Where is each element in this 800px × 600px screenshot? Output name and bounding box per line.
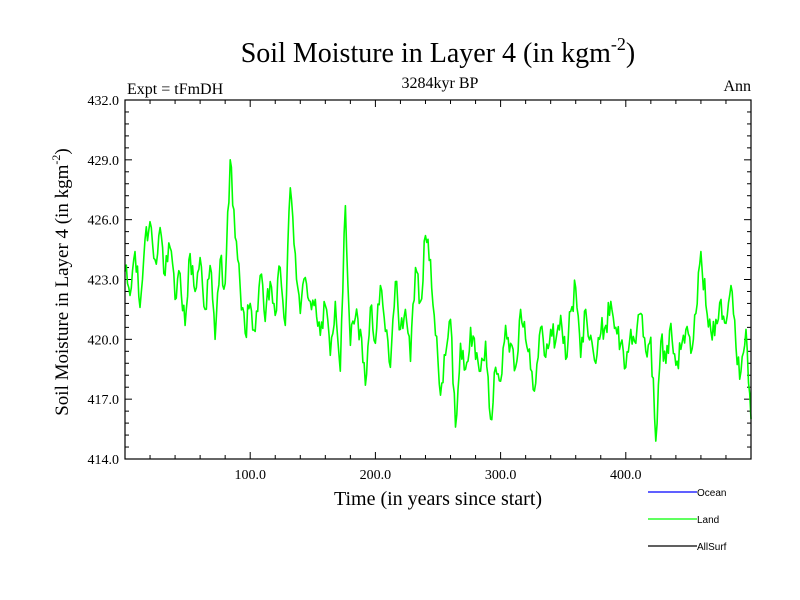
chart-title-main: Soil Moisture in Layer 4 (in kgm [241,38,611,69]
chart-title-superscript: -2 [611,34,626,54]
series-layer [124,159,752,442]
legend-label-ocean: Ocean [697,488,726,499]
legend: Ocean Land AllSurf [648,488,727,553]
y-tick-label: 414.0 [88,453,120,468]
y-tick-label: 432.0 [88,94,120,109]
y-axis-label: Soil Moisture in Layer 4 (in kgm-2) [49,148,73,416]
y-tick-label: 429.0 [88,154,120,169]
y-tick-label: 423.0 [88,274,120,289]
legend-label-allsurf: AllSurf [697,542,727,553]
chart-title-close: ) [626,38,635,69]
y-axis-label-close: ) [52,148,73,154]
y-tick-label: 420.0 [88,333,120,348]
plot-frame [124,99,752,460]
legend-label-land: Land [697,515,719,526]
x-tick-label: 200.0 [360,468,392,483]
x-axis-label: Time (in years since start) [334,488,542,510]
y-axis-label-main: Soil Moisture in Layer 4 (in kgm [52,164,73,415]
y-tick-label: 426.0 [88,214,120,229]
season-label: Ann [723,78,751,95]
y-axis-label-superscript: -2 [49,155,63,165]
x-tick-label: 100.0 [234,468,266,483]
chart-subtitle: 3284kyr BP [402,75,479,92]
chart-title: Soil Moisture in Layer 4 (in kgm-2) [241,34,636,69]
experiment-label: Expt = tFmDH [127,81,224,98]
y-tick-label: 417.0 [88,393,120,408]
x-tick-label: 400.0 [610,468,642,483]
tick-labels: 414.0 417.0 420.0 423.0 426.0 429.0 432.0 100.0… [88,94,642,483]
series-line-land [124,159,752,442]
x-tick-label: 300.0 [485,468,517,483]
